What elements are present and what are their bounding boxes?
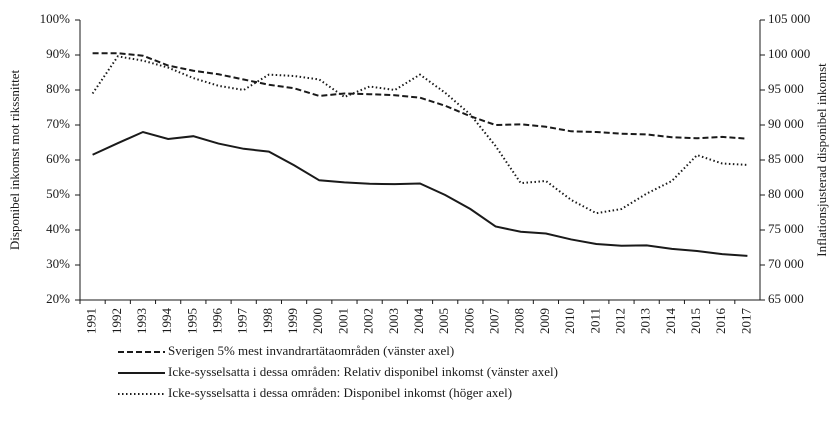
x-tick-label: 2015 bbox=[688, 308, 703, 334]
y2-tick-label: 85 000 bbox=[768, 151, 804, 166]
x-tick-label: 2008 bbox=[512, 308, 527, 334]
y2-tick-label: 65 000 bbox=[768, 291, 804, 306]
x-tick-label: 1998 bbox=[260, 308, 275, 334]
y-tick-label: 60% bbox=[46, 151, 70, 166]
y-tick-label: 50% bbox=[46, 186, 70, 201]
x-tick-label: 2007 bbox=[487, 308, 502, 335]
y2-tick-label: 90 000 bbox=[768, 116, 804, 131]
x-tick-label: 2002 bbox=[361, 308, 376, 334]
x-tick-label: 2010 bbox=[562, 308, 577, 334]
x-tick-label: 2001 bbox=[335, 308, 350, 334]
y-tick-label: 90% bbox=[46, 46, 70, 61]
x-tick-label: 1992 bbox=[109, 308, 124, 334]
x-tick-label: 1991 bbox=[84, 308, 99, 334]
y2-tick-label: 105 000 bbox=[768, 11, 810, 26]
x-tick-label: 1999 bbox=[285, 308, 300, 334]
y-tick-label: 100% bbox=[40, 11, 71, 26]
x-tick-label: 2012 bbox=[612, 308, 627, 334]
x-tick-label: 2009 bbox=[537, 308, 552, 334]
y2-tick-label: 95 000 bbox=[768, 81, 804, 96]
x-tick-label: 1994 bbox=[159, 308, 174, 335]
legend-label: Sverigen 5% mest invandrartätaområden (v… bbox=[168, 343, 454, 358]
x-tick-label: 1993 bbox=[134, 308, 149, 334]
series-line bbox=[91, 55, 748, 215]
y2-tick-label: 70 000 bbox=[768, 256, 804, 271]
x-tick-label: 2014 bbox=[663, 308, 678, 335]
x-tick-label: 2004 bbox=[411, 308, 426, 335]
y2-tick-label: 75 000 bbox=[768, 221, 804, 236]
legend-label: Icke-sysselsatta i dessa områden: Dispon… bbox=[168, 385, 512, 400]
y-tick-label: 30% bbox=[46, 256, 70, 271]
y2-tick-label: 80 000 bbox=[768, 186, 804, 201]
y-tick-label: 20% bbox=[46, 291, 70, 306]
x-tick-label: 2000 bbox=[310, 308, 325, 334]
y-tick-label: 40% bbox=[46, 221, 70, 236]
x-tick-label: 2016 bbox=[713, 308, 728, 335]
y-tick-label: 70% bbox=[46, 116, 70, 131]
x-tick-label: 2011 bbox=[587, 308, 602, 334]
x-tick-label: 1995 bbox=[184, 308, 199, 334]
x-tick-label: 1997 bbox=[235, 308, 250, 335]
y-tick-label: 80% bbox=[46, 81, 70, 96]
series-line bbox=[92, 52, 748, 140]
x-tick-label: 2003 bbox=[386, 308, 401, 334]
x-tick-label: 1996 bbox=[210, 308, 225, 335]
y-axis-label: Disponibel inkomst mot rikssnittet bbox=[7, 70, 22, 251]
x-tick-label: 2005 bbox=[436, 308, 451, 334]
legend-label: Icke-sysselsatta i dessa områden: Relati… bbox=[168, 364, 558, 379]
x-tick-label: 2006 bbox=[461, 308, 476, 335]
y2-tick-label: 100 000 bbox=[768, 46, 810, 61]
x-tick-label: 2017 bbox=[738, 308, 753, 335]
y2-axis-label: Inflationsjusterad disponibel inkomst bbox=[814, 63, 829, 257]
series-line bbox=[92, 130, 748, 257]
x-tick-label: 2013 bbox=[638, 308, 653, 334]
